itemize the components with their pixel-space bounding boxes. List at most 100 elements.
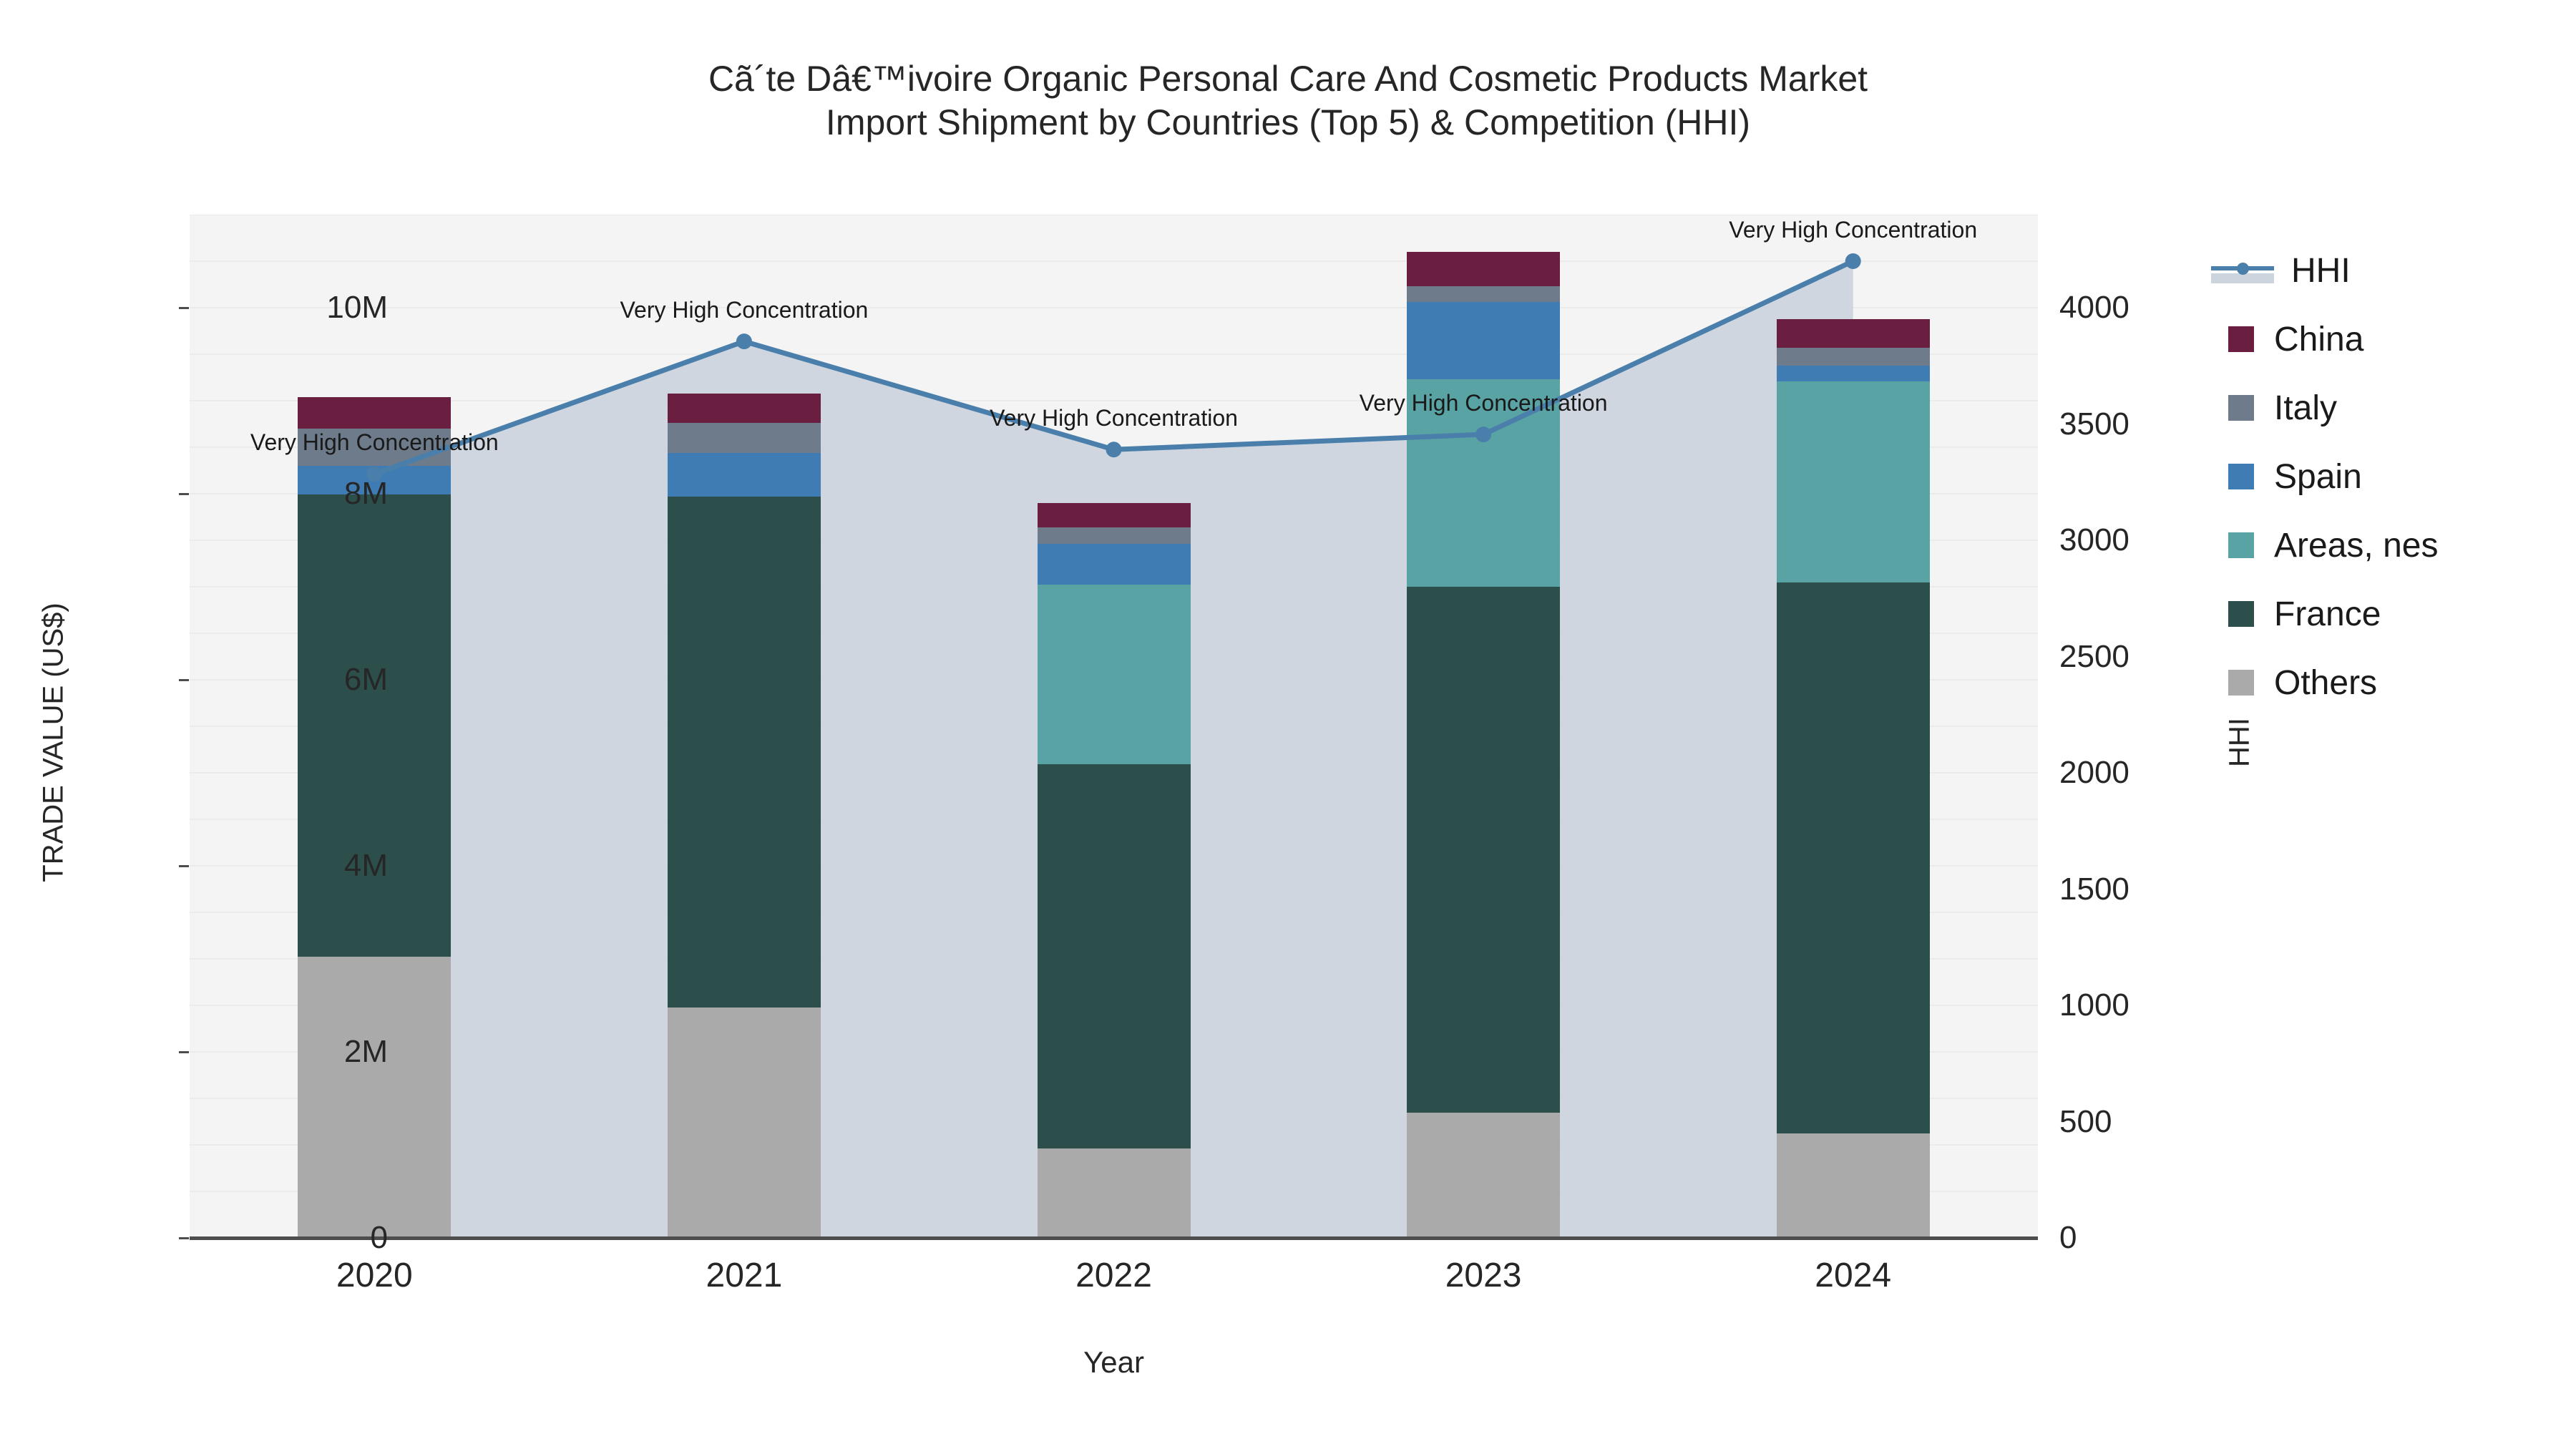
legend-item-areas-nes[interactable]: Areas, nes — [2211, 511, 2569, 580]
hhi-tick-label: 2500 — [2059, 638, 2129, 674]
bar-stack-2021[interactable] — [667, 215, 821, 1238]
bar-stack-2023[interactable] — [1407, 215, 1561, 1238]
bar-segment-others-2021[interactable] — [667, 1007, 821, 1238]
legend-line-marker-icon — [2237, 263, 2249, 275]
hhi-marker-2023[interactable] — [1475, 426, 1492, 443]
x-tick-label-2023: 2023 — [1445, 1257, 1522, 1294]
bar-segment-china-2021[interactable] — [667, 393, 821, 424]
hhi-tick-label: 1000 — [2059, 987, 2129, 1023]
bar-segment-france-2020[interactable] — [298, 494, 452, 957]
y-tick-mark — [179, 1237, 189, 1239]
hhi-tick-label: 3000 — [2059, 522, 2129, 557]
bar-segment-france-2021[interactable] — [667, 496, 821, 1008]
bar-segment-others-2020[interactable] — [298, 957, 452, 1238]
annotation-2022: Very High Concentration — [990, 405, 1238, 431]
legend-label: Others — [2274, 663, 2378, 702]
hhi-line-series — [366, 253, 1861, 482]
bar-segment-china-2023[interactable] — [1407, 252, 1561, 287]
bar-segment-others-2023[interactable] — [1407, 1112, 1561, 1238]
bar-segment-france-2024[interactable] — [1776, 582, 1930, 1134]
legend-item-spain[interactable]: Spain — [2211, 442, 2569, 511]
bar-segment-france-2023[interactable] — [1407, 587, 1561, 1113]
bar-segment-areas-nes-2023[interactable] — [1407, 379, 1561, 587]
y-tick-label: 2M — [343, 1034, 388, 1069]
x-axis-spine — [190, 1236, 2038, 1240]
bar-segment-china-2024[interactable] — [1776, 318, 1930, 348]
bar-segment-areas-nes-2022[interactable] — [1037, 585, 1191, 765]
legend-item-france[interactable]: France — [2211, 580, 2569, 648]
y-tick-label: 0 — [370, 1220, 388, 1255]
y-tick-mark — [179, 865, 189, 867]
hhi-marker-2024[interactable] — [1845, 253, 1861, 269]
legend-label: Italy — [2274, 389, 2338, 427]
gridline — [190, 260, 2038, 262]
y-tick-mark — [179, 307, 189, 309]
hhi-tick-label: 2000 — [2059, 755, 2129, 790]
plot-inner: Very High Concentration Very High Concent… — [190, 215, 2038, 1238]
plot-area: Very High Concentration Very High Concent… — [190, 215, 2038, 1238]
bar-stack-2020[interactable] — [298, 215, 452, 1238]
y-tick-label: 4M — [343, 848, 388, 883]
y-axis-label: TRADE VALUE (US$) — [37, 602, 69, 882]
annotation-2024: Very High Concentration — [1729, 217, 1978, 243]
hhi-tick-label: 1500 — [2059, 871, 2129, 907]
bar-segment-china-2020[interactable] — [298, 396, 452, 429]
bar-segment-spain-2023[interactable] — [1407, 302, 1561, 380]
bar-stack-2024[interactable] — [1776, 215, 1930, 1238]
legend-item-italy[interactable]: Italy — [2211, 374, 2569, 442]
bar-segment-italy-2023[interactable] — [1407, 286, 1561, 303]
gridline — [190, 307, 2038, 308]
legend-label: France — [2274, 595, 2381, 633]
hhi-tick-label: 3500 — [2059, 406, 2129, 441]
bar-segment-spain-2021[interactable] — [667, 452, 821, 497]
legend-item-hhi[interactable]: HHI — [2211, 236, 2569, 305]
bar-segment-italy-2020[interactable] — [298, 429, 452, 466]
hhi-marker-2021[interactable] — [736, 333, 752, 350]
chart-title-line-2: Import Shipment by Countries (Top 5) & C… — [825, 102, 1751, 142]
x-tick-label-2024: 2024 — [1815, 1257, 1892, 1294]
annotation-2021: Very High Concentration — [620, 297, 869, 323]
hhi-marker-2022[interactable] — [1106, 441, 1122, 458]
bar-segment-italy-2022[interactable] — [1037, 527, 1191, 545]
bar-segment-spain-2022[interactable] — [1037, 544, 1191, 585]
x-tick-label-2021: 2021 — [706, 1257, 783, 1294]
bar-segment-others-2024[interactable] — [1776, 1133, 1930, 1238]
legend-swatch-icon — [2228, 601, 2254, 627]
y-tick-mark — [179, 1051, 189, 1053]
legend-label: Areas, nes — [2274, 526, 2439, 565]
annotation-2023: Very High Concentration — [1359, 390, 1608, 416]
legend-line-key-icon — [2211, 258, 2274, 283]
bar-segment-italy-2024[interactable] — [1776, 347, 1930, 366]
legend-label: Spain — [2274, 457, 2362, 496]
x-tick-label-2022: 2022 — [1075, 1257, 1152, 1294]
gridline — [190, 400, 2038, 401]
bar-stack-2022[interactable] — [1037, 215, 1191, 1238]
legend-swatch-icon — [2228, 464, 2254, 489]
legend-item-china[interactable]: China — [2211, 305, 2569, 374]
legend-item-others[interactable]: Others — [2211, 648, 2569, 717]
legend: HHI China Italy Spain Areas, nes France Others — [2211, 236, 2569, 717]
bar-segment-italy-2021[interactable] — [667, 423, 821, 453]
bar-segment-spain-2024[interactable] — [1776, 365, 1930, 381]
bar-segment-france-2022[interactable] — [1037, 764, 1191, 1149]
y-tick-label: 8M — [343, 476, 388, 511]
chart-title-line-1: Cã´te Dâ€™ivoire Organic Personal Care A… — [708, 59, 1868, 99]
hhi-tick-label: 0 — [2059, 1220, 2077, 1255]
legend-swatch-icon — [2228, 326, 2254, 352]
bar-segment-china-2022[interactable] — [1037, 503, 1191, 527]
legend-label: China — [2274, 320, 2364, 358]
gridline — [190, 353, 2038, 355]
bar-segment-areas-nes-2024[interactable] — [1776, 381, 1930, 582]
legend-swatch-icon — [2228, 670, 2254, 696]
legend-swatch-icon — [2228, 532, 2254, 558]
hhi-tick-label: 500 — [2059, 1103, 2112, 1139]
legend-area-band — [2211, 273, 2274, 283]
legend-swatch-icon — [2228, 395, 2254, 421]
annotation-2020: Very High Concentration — [250, 429, 499, 456]
bar-segment-others-2022[interactable] — [1037, 1148, 1191, 1238]
hhi-marker-2020[interactable] — [366, 466, 383, 482]
y-tick-mark — [179, 493, 189, 495]
x-axis-label: Year — [1083, 1345, 1144, 1379]
y-tick-label: 6M — [343, 662, 388, 697]
